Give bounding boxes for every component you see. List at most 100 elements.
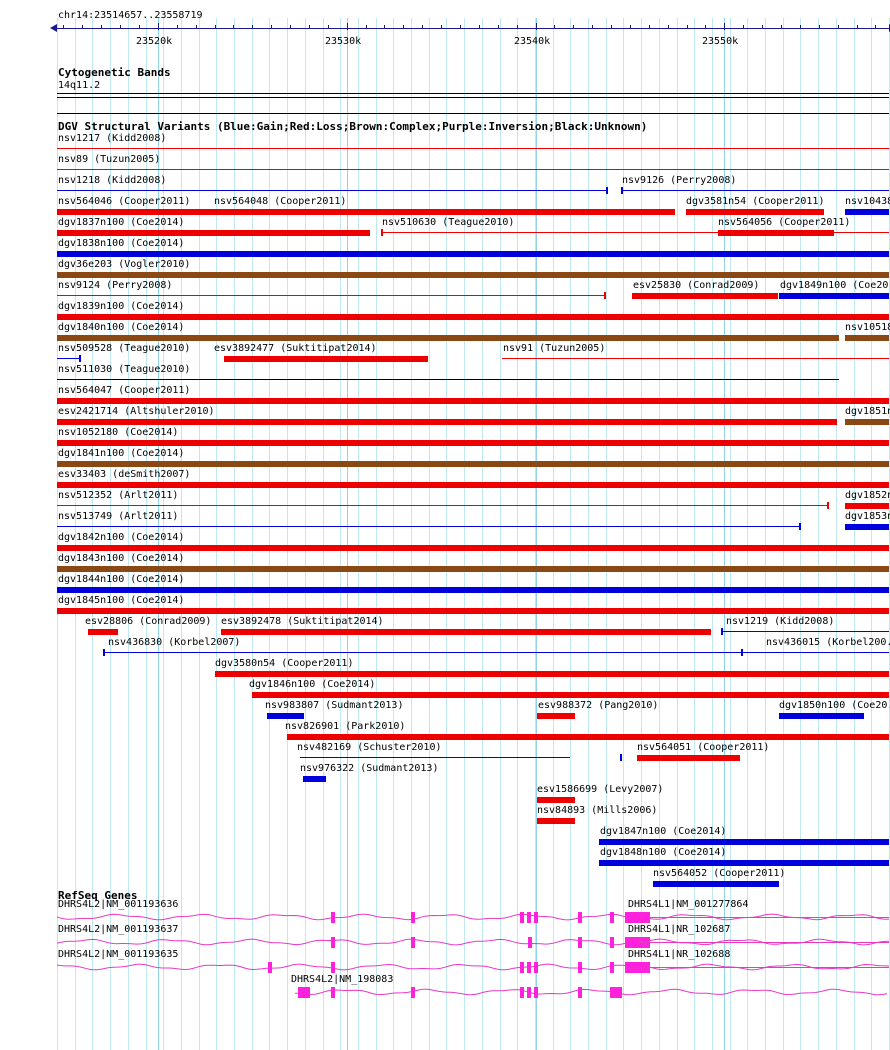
variant-bar-gain[interactable] xyxy=(57,251,889,257)
gene-track-row-right[interactable] xyxy=(0,900,890,925)
gene-exon[interactable] xyxy=(628,912,639,923)
variant-bar-gain[interactable] xyxy=(303,776,326,782)
variant-track-row[interactable]: dgv1853n... xyxy=(0,511,890,532)
variant-bar-loss[interactable] xyxy=(845,503,889,509)
variant-track-row[interactable]: nsv10518 xyxy=(0,322,890,343)
variant-track-row[interactable]: nsv510630 (Teague2010) xyxy=(0,217,890,238)
gene-exon[interactable] xyxy=(628,962,639,973)
variant-track-row[interactable]: esv988372 (Pang2010) xyxy=(0,700,890,721)
variant-track-row[interactable]: dgv1837n100 (Coe2014) xyxy=(0,217,890,238)
variant-track-row[interactable]: nsv511030 (Teague2010) xyxy=(0,364,890,385)
variant-track-row[interactable]: nsv1217 (Kidd2008) xyxy=(0,133,890,154)
ruler-left-arrow-icon[interactable] xyxy=(50,24,57,32)
variant-bar-loss[interactable] xyxy=(57,230,370,236)
gene-exon[interactable] xyxy=(578,912,582,923)
variant-track-row[interactable]: dgv1839n100 (Coe2014) xyxy=(0,301,890,322)
gene-exon[interactable] xyxy=(527,962,531,973)
variant-bar-complex[interactable] xyxy=(57,461,889,467)
gene-exon[interactable] xyxy=(625,962,629,973)
variant-bar-loss[interactable] xyxy=(57,295,606,296)
gene-exon[interactable] xyxy=(527,987,531,998)
gene-exon[interactable] xyxy=(520,962,524,973)
variant-track-row[interactable]: dgv3580n54 (Cooper2011) xyxy=(0,658,890,679)
gene-exon[interactable] xyxy=(411,937,415,948)
gene-exon[interactable] xyxy=(610,962,614,973)
variant-track-row[interactable]: esv33403 (deSmith2007) xyxy=(0,469,890,490)
variant-bar-loss[interactable] xyxy=(537,713,575,719)
variant-track-row[interactable]: nsv509528 (Teague2010) xyxy=(0,343,890,364)
variant-bar-loss[interactable] xyxy=(57,398,889,404)
variant-bar-gain[interactable] xyxy=(103,652,889,653)
variant-track-row[interactable]: dgv1849n100 (Coe20... xyxy=(0,280,890,301)
variant-track-row[interactable]: dgv3581n54 (Cooper2011) xyxy=(0,196,890,217)
gene-exon[interactable] xyxy=(578,962,582,973)
variant-bar-gain[interactable] xyxy=(741,652,889,653)
variant-track-row[interactable]: nsv976322 (Sudmant2013) xyxy=(0,763,890,784)
variant-bar-gain[interactable] xyxy=(621,190,889,191)
variant-track-row[interactable]: dgv1841n100 (Coe2014) xyxy=(0,448,890,469)
variant-track-row[interactable]: dgv1850n100 (Coe20... xyxy=(0,700,890,721)
variant-bar-gain[interactable] xyxy=(653,881,779,887)
variant-track-row[interactable]: nsv826901 (Park2010) xyxy=(0,721,890,742)
variant-track-row[interactable]: dgv1842n100 (Coe2014) xyxy=(0,532,890,553)
variant-bar-loss[interactable] xyxy=(57,440,889,446)
variant-bar-gain[interactable] xyxy=(57,190,606,191)
gene-exon[interactable] xyxy=(534,912,538,923)
variant-bar-loss[interactable] xyxy=(57,419,837,425)
variant-bar-loss[interactable] xyxy=(88,629,118,635)
variant-track-row[interactable]: nsv436015 (Korbel200... xyxy=(0,637,890,658)
variant-bar-loss[interactable] xyxy=(57,505,827,506)
variant-bar-loss[interactable] xyxy=(224,356,428,362)
variant-track-row[interactable]: nsv9126 (Perry2008) xyxy=(0,175,890,196)
variant-track-row[interactable]: nsv564048 (Cooper2011) xyxy=(0,196,890,217)
variant-bar-gain[interactable] xyxy=(599,860,889,866)
variant-bar-gain[interactable] xyxy=(845,524,889,530)
variant-bar-complex[interactable] xyxy=(57,335,839,341)
variant-bar-loss[interactable] xyxy=(57,482,889,488)
variant-track-row[interactable]: dgv1840n100 (Coe2014) xyxy=(0,322,890,343)
variant-track-row[interactable]: nsv564051 (Cooper2011) xyxy=(0,742,890,763)
gene-track-row-right[interactable] xyxy=(0,925,890,950)
gene-exon[interactable] xyxy=(528,937,532,948)
variant-track-row[interactable]: nsv1219 (Kidd2008) xyxy=(0,616,890,637)
variant-bar-complex[interactable] xyxy=(57,272,889,278)
variant-bar-gain[interactable] xyxy=(57,587,889,593)
variant-bar-loss[interactable] xyxy=(537,797,575,803)
variant-track-row[interactable]: dgv1838n100 (Coe2014) xyxy=(0,238,890,259)
variant-track-row[interactable]: esv25830 (Conrad2009) xyxy=(0,280,890,301)
gene-exon[interactable] xyxy=(628,937,639,948)
variant-track-row[interactable]: nsv10438 xyxy=(0,196,890,217)
variant-bar-complex[interactable] xyxy=(845,419,889,425)
variant-track-row[interactable]: nsv512352 (Arlt2011) xyxy=(0,490,890,511)
variant-track-row[interactable]: nsv84893 (Mills2006) xyxy=(0,805,890,826)
variant-bar-loss[interactable] xyxy=(686,209,824,215)
variant-bar-gain[interactable] xyxy=(57,358,79,359)
variant-bar-gain[interactable] xyxy=(599,839,889,845)
variant-bar-loss[interactable] xyxy=(502,358,889,359)
variant-bar-loss[interactable] xyxy=(252,692,889,698)
variant-bar-loss[interactable] xyxy=(221,629,711,635)
variant-track-row[interactable]: nsv1218 (Kidd2008) xyxy=(0,175,890,196)
gene-exon[interactable] xyxy=(520,987,524,998)
variant-bar-gain[interactable] xyxy=(267,713,304,719)
variant-track-row[interactable]: dgv1845n100 (Coe2014) xyxy=(0,595,890,616)
gene-exon[interactable] xyxy=(411,987,415,998)
variant-track-row[interactable]: dgv1848n100 (Coe2014) xyxy=(0,847,890,868)
variant-track-row[interactable]: nsv564047 (Cooper2011) xyxy=(0,385,890,406)
variant-track-row[interactable]: dgv1846n100 (Coe2014) xyxy=(0,679,890,700)
gene-exon[interactable] xyxy=(331,962,335,973)
gene-exon[interactable] xyxy=(527,912,531,923)
variant-bar-loss[interactable] xyxy=(287,734,889,740)
variant-bar-loss[interactable] xyxy=(537,818,575,824)
variant-bar-gain[interactable] xyxy=(57,526,799,527)
gene-exon[interactable] xyxy=(625,912,629,923)
variant-bar-loss[interactable] xyxy=(637,755,740,761)
variant-bar-unknown[interactable] xyxy=(57,379,839,380)
gene-track-row-right[interactable] xyxy=(0,950,890,975)
gene-exon[interactable] xyxy=(578,937,582,948)
variant-track-row[interactable]: dgv1847n100 (Coe2014) xyxy=(0,826,890,847)
variant-track-row[interactable]: esv3892478 (Suktitipat2014) xyxy=(0,616,890,637)
variant-bar-complex[interactable] xyxy=(845,335,889,341)
variant-track-row[interactable]: nsv436830 (Korbel2007) xyxy=(0,637,890,658)
variant-track-row[interactable]: nsv983807 (Sudmant2013) xyxy=(0,700,890,721)
